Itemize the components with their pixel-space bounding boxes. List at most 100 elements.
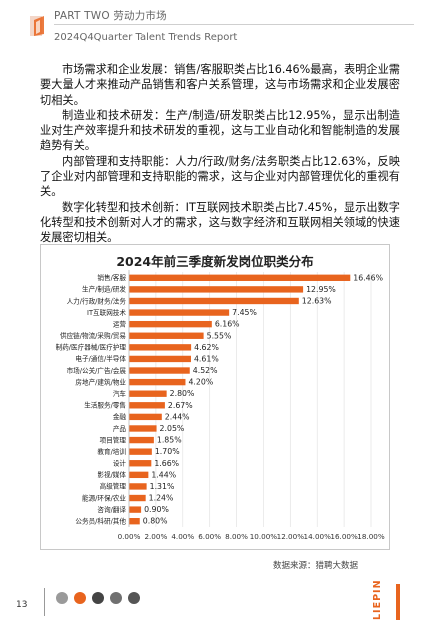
bar xyxy=(129,460,152,467)
bar xyxy=(129,518,140,525)
paragraph-internal-management: 内部管理和支持职能：人力/行政/财务/法务职类占比12.63%，反映了企业对内部… xyxy=(40,154,400,199)
header-report-title: 2024Q4Quarter Talent Trends Report xyxy=(54,32,238,43)
category-label: 能源/环保/农业 xyxy=(82,493,126,502)
bar xyxy=(129,506,142,513)
value-label: 4.62% xyxy=(194,343,219,352)
bar xyxy=(129,332,204,339)
bar xyxy=(129,344,192,351)
footer-dots xyxy=(56,592,140,604)
value-label: 2.80% xyxy=(170,389,195,398)
category-label: 生产/制造/研发 xyxy=(82,285,126,294)
value-label: 5.55% xyxy=(207,331,232,340)
value-label: 2.67% xyxy=(168,401,193,410)
x-tick-label: 16.00% xyxy=(330,532,358,541)
category-label: 制药/医疗器械/医疗护理 xyxy=(56,343,127,352)
job-category-chart: 2024年前三季度新发岗位职类分布 0.00% 2.00% 4.00% 6.00% 8.… xyxy=(40,244,390,550)
paragraph-market-demand: 市场需求和企业发展：销售/客服职类占比16.46%最高，表明企业需要大量人才来推… xyxy=(40,63,400,107)
bar xyxy=(129,494,146,502)
bar xyxy=(129,448,152,455)
footer-dot-icon xyxy=(92,592,104,604)
category-label: 教育/培训 xyxy=(97,447,126,456)
bar xyxy=(129,425,157,432)
bar xyxy=(129,402,165,409)
category-label: 咨询/翻译 xyxy=(97,505,126,514)
page-number: 13 xyxy=(16,600,28,610)
category-label: 供应链/物流/采购/贸易 xyxy=(60,331,126,340)
report-logo-icon xyxy=(30,16,44,36)
value-label: 4.61% xyxy=(194,354,219,363)
category-label: 电子/通信/半导体 xyxy=(75,354,126,363)
x-tick-label: 8.00% xyxy=(225,532,248,541)
category-label: 房地产/建筑/物业 xyxy=(75,377,126,386)
category-label: 销售/客服 xyxy=(97,273,126,282)
category-label: 设计 xyxy=(113,459,127,468)
category-label: 高级管理 xyxy=(100,482,127,491)
brand-name: LIEPIN xyxy=(372,579,383,620)
bar xyxy=(129,367,190,374)
brand-accent-bar xyxy=(396,584,400,620)
value-label: 1.70% xyxy=(155,447,180,456)
x-tick-label: 14.00% xyxy=(304,532,332,541)
paragraph-digital-transformation: 数字化转型和技术创新：IT互联网技术职类占比7.45%，显示出数字化转型和技术创… xyxy=(40,200,400,245)
category-label: 金融 xyxy=(113,412,127,421)
footer-dot-icon xyxy=(128,592,140,604)
category-label: 市场/公关/广告/会展 xyxy=(67,366,127,375)
category-label: 公务员/科研/其他 xyxy=(75,517,126,526)
x-tick-label: 12.00% xyxy=(277,532,305,541)
category-label: IT互联网技术 xyxy=(87,308,126,317)
category-label: 影视/媒体 xyxy=(97,470,126,479)
category-label: 项目管理 xyxy=(100,435,127,444)
x-tick-label: 4.00% xyxy=(171,532,194,541)
data-source: 数据来源：猎聘大数据 xyxy=(272,561,358,571)
value-label: 1.85% xyxy=(157,436,182,445)
category-label: 生活服务/零售 xyxy=(84,401,126,410)
header-section-title: PART TWO 劳动力市场 xyxy=(54,10,167,22)
x-tick-label: 0.00% xyxy=(118,532,141,541)
bar xyxy=(129,320,212,328)
chart-title: 2024年前三季度新发岗位职类分布 xyxy=(116,254,314,269)
x-tick-label: 6.00% xyxy=(198,532,221,541)
footer-divider xyxy=(44,588,45,616)
value-label: 12.63% xyxy=(302,296,332,305)
paragraph-manufacturing: 制造业和技术研发：生产/制造/研发职类占比12.95%，显示出制造业对生产效率提… xyxy=(40,108,400,153)
brand-logo: LIEPIN xyxy=(372,579,394,620)
bar xyxy=(129,471,149,479)
bar xyxy=(129,286,304,293)
footer-dot-icon xyxy=(56,592,68,604)
bar xyxy=(129,274,351,281)
value-label: 2.44% xyxy=(165,412,190,421)
x-tick-label: 18.00% xyxy=(357,532,385,541)
value-label: 16.46% xyxy=(353,273,383,282)
value-label: 1.44% xyxy=(151,470,176,479)
page-footer: 13 LIEPIN xyxy=(0,579,432,624)
category-label: 汽车 xyxy=(113,389,127,398)
value-label: 0.80% xyxy=(143,517,168,526)
value-label: 6.16% xyxy=(215,320,240,329)
footer-dot-icon xyxy=(74,592,86,604)
category-label: 产品 xyxy=(113,424,127,433)
bar xyxy=(129,378,186,386)
bar xyxy=(129,390,167,397)
bar xyxy=(129,297,299,305)
bar-chart-plot: 0.00% 2.00% 4.00% 6.00% 8.00% 10.00% 12.00% 14.… xyxy=(56,270,385,541)
category-label: 人力/行政/财务/法务 xyxy=(67,296,127,305)
value-label: 1.31% xyxy=(150,482,175,491)
value-label: 1.66% xyxy=(154,459,179,468)
bar xyxy=(129,309,230,316)
value-label: 2.05% xyxy=(160,424,185,433)
value-label: 7.45% xyxy=(232,308,257,317)
x-tick-label: 2.00% xyxy=(144,532,167,541)
value-label: 1.24% xyxy=(149,494,174,503)
value-label: 4.20% xyxy=(188,378,213,387)
x-tick-label: 10.00% xyxy=(250,532,278,541)
report-header: PART TWO 劳动力市场 2024Q4Quarter Talent Tren… xyxy=(28,6,414,54)
value-label: 0.90% xyxy=(144,505,169,514)
bar xyxy=(129,413,162,421)
bar xyxy=(129,436,154,444)
footer-dot-icon xyxy=(110,592,122,604)
category-label: 运营 xyxy=(113,319,127,328)
analysis-text: 市场需求和企业发展：销售/客服职类占比16.46%最高，表明企业需要大量人才来推… xyxy=(40,62,400,246)
value-label: 4.52% xyxy=(193,366,218,375)
header-divider xyxy=(54,24,414,25)
bar xyxy=(129,355,191,363)
